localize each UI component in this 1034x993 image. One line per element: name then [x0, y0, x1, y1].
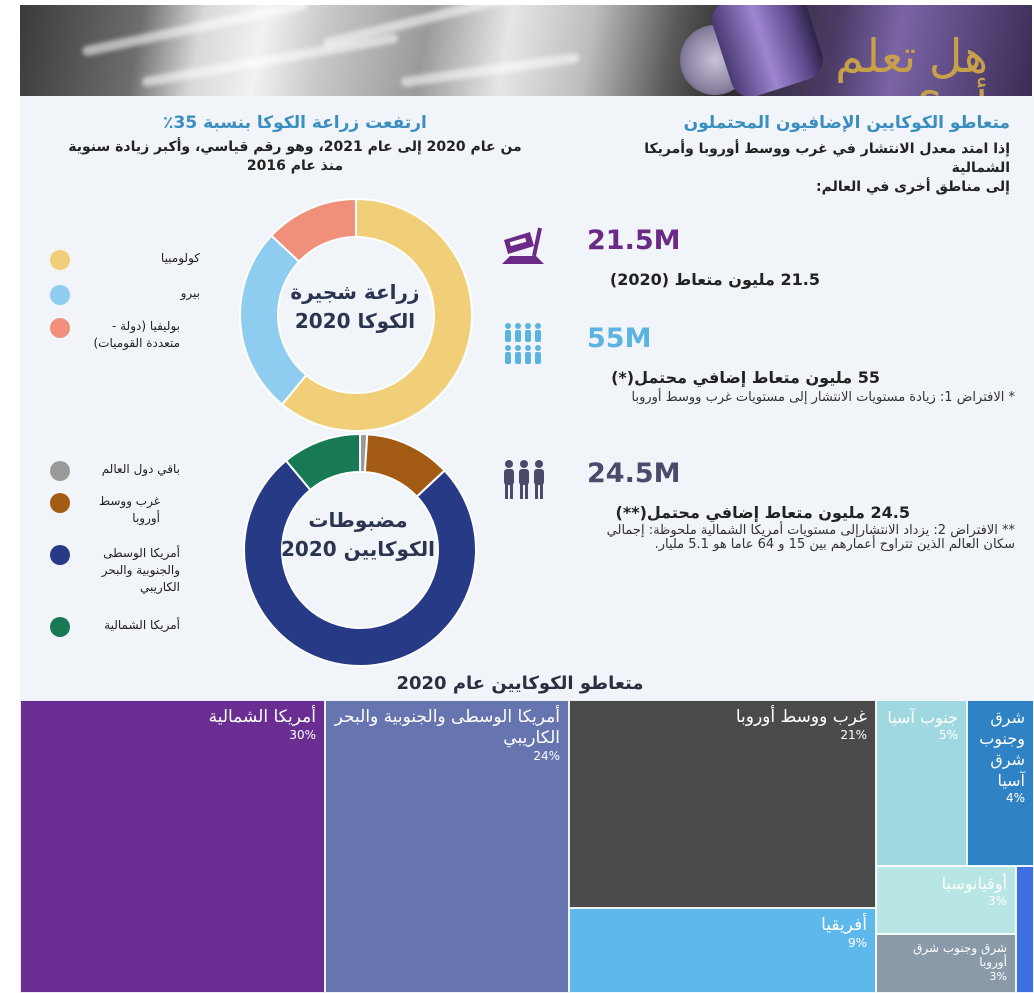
legend-label: باقي دول العالم: [101, 462, 180, 476]
subtitle-line: إلى مناطق أخرى في العالم:: [816, 179, 1010, 195]
treemap-tile-value: 9%: [847, 936, 867, 950]
legend-swatch: [50, 493, 70, 513]
treemap-tile-label: أفريقيا: [821, 915, 867, 935]
treemap-title: متعاطو الكوكايين عام 2020: [396, 673, 644, 694]
treemap-tile-label: شرق وجنوب شرق آسيا: [979, 708, 1025, 790]
legend-label: غرب ووسط أوروبا: [98, 494, 160, 525]
stat-description: 24.5 مليون متعاط إضافي محتمل(**): [615, 503, 910, 522]
treemap-tile-label: أمريكا الشمالية: [208, 707, 316, 727]
legend-item: غرب ووسط أوروبا: [50, 493, 160, 527]
treemap-tile: أمريكا الشمالية 30%: [20, 700, 325, 993]
donut-hole: [279, 238, 433, 392]
legend-swatch: [50, 285, 70, 305]
legend-item: كولومبيا: [50, 250, 200, 270]
stat-number: 55M: [587, 323, 652, 354]
treemap-tile-value: 3%: [989, 970, 1007, 983]
treemap-tile-value: 4%: [1005, 791, 1025, 805]
treemap-tile: أوقيانوسيا 3%: [876, 866, 1016, 934]
treemap-tile-label: أمريكا الوسطى والجنوبية والبحر الكاريبي: [334, 707, 560, 748]
people-group-icon: [505, 323, 541, 364]
treemap-tile: أفريقيا 9%: [569, 908, 876, 993]
legend-swatch: [50, 250, 70, 270]
treemap-tile-label: شرق وجنوب شرق أوروبا: [913, 941, 1007, 969]
treemap-tile-value: 5%: [938, 728, 958, 742]
left-panel-title: ارتفعت زراعة الكوكا بنسبة 35٪: [163, 113, 427, 133]
legend-swatch: [50, 545, 70, 565]
donut-slice: [270, 197, 357, 264]
treemap-tile-label: غرب ووسط أوروبا: [735, 707, 867, 727]
legend-item: أمريكا الشمالية: [50, 617, 180, 637]
cocaine-seizures-donut: [243, 432, 477, 667]
donut-slice: [280, 197, 473, 432]
treemap-tile-label: جنوب آسيا: [887, 708, 958, 727]
stat-number: 24.5M: [587, 458, 681, 489]
treemap-tile-value: 3%: [987, 894, 1007, 908]
donut-slice: [284, 432, 361, 492]
coca-cultivation-donut: [239, 197, 473, 432]
donut-center-label: مضبوطات الكوكايين 2020: [281, 508, 435, 561]
legend-swatch: [50, 318, 70, 338]
donut-center-label: زراعة شجيرة الكوكا 2020: [290, 280, 420, 333]
stat-footnote: ** الافتراض 2: يزداد الانتشارإلى مستويات…: [606, 523, 1015, 552]
stat-value: 24.5M: [587, 458, 681, 489]
cocaine-razor-icon: [502, 227, 544, 264]
treemap-tile-value: 30%: [289, 728, 316, 742]
legend-swatch: [50, 461, 70, 481]
legend-swatch: [50, 617, 70, 637]
stat-value: 21.5M: [587, 225, 681, 256]
legend-item: بيرو: [50, 285, 200, 305]
cocaine-users-treemap: أمريكا الشمالية 30% أمريكا الوسطى والجنوبي…: [20, 700, 1034, 993]
donut-slice: [243, 459, 477, 667]
legend-item: باقي دول العالم: [50, 461, 180, 481]
right-panel-subtitle: إذا امتد معدل الانتشار في غرب ووسط أوروب…: [600, 140, 1010, 197]
legend-item: بوليفيا (دولة - متعددة القوميات): [50, 318, 180, 352]
right-panel-title: متعاطو الكوكايين الإضافيون المحتملون: [683, 113, 1010, 133]
legend-label: كولومبيا: [160, 251, 200, 265]
stat-value: 55M: [587, 323, 651, 354]
left-panel-subtitle: من عام 2020 إلى عام 2021، وهو رقم قياسي،…: [68, 139, 522, 174]
legend-item: أمريكا الوسطى والجنوبية والبحر الكاريبي: [50, 545, 180, 596]
stat-description: 55 مليون متعاط إضافي محتمل(*): [611, 368, 880, 387]
subtitle-line: إذا امتد معدل الانتشار في غرب ووسط أوروب…: [644, 141, 1010, 176]
people-trio-icon: [504, 460, 544, 499]
treemap-tile: أمريكا الوسطى والجنوبية والبحر الكاريبي 2…: [325, 700, 569, 993]
treemap-tile-value: 24%: [533, 749, 560, 763]
treemap-tile-label: أوقيانوسيا: [941, 874, 1007, 893]
treemap-tile: غرب ووسط أوروبا 21%: [569, 700, 876, 908]
treemap-tile-value: 21%: [840, 728, 867, 742]
stat-footnote: * الافتراض 1: زيادة مستويات الانتشار إلى…: [631, 390, 1015, 405]
treemap-tile: جنوب آسيا 5%: [876, 700, 967, 866]
header-banner: [20, 5, 1032, 96]
treemap-tile: شرق وجنوب شرق أوروبا 3%: [876, 934, 1016, 993]
legend-label: بوليفيا (دولة - متعددة القوميات): [93, 319, 180, 350]
donut-hole: [283, 473, 437, 627]
stat-number: 21.5M: [587, 225, 681, 256]
legend-label: أمريكا الوسطى والجنوبية والبحر الكاريبي: [101, 546, 180, 594]
stat-description: 21.5 مليون متعاط (2020): [609, 270, 820, 289]
treemap-tile: [1016, 866, 1034, 993]
legend-label: أمريكا الشمالية: [104, 618, 180, 632]
treemap-tile: شرق وجنوب شرق آسيا 4%: [967, 700, 1034, 866]
legend-label: بيرو: [180, 286, 200, 300]
info-panel: [20, 96, 1034, 700]
